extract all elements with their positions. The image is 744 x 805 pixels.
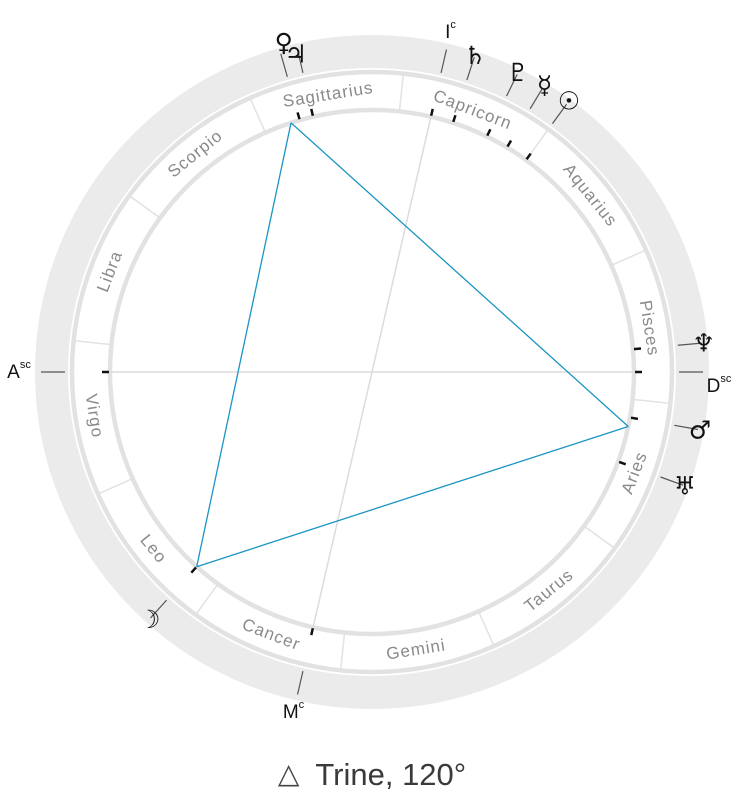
moon-leader (150, 599, 168, 619)
jupiter-tick (296, 112, 301, 120)
aspect-label: Trine, 120° (315, 756, 467, 792)
trine-line (290, 122, 629, 427)
sign-divider (611, 249, 647, 267)
neptune-tick (633, 347, 642, 351)
mercury-leader (529, 87, 543, 110)
asc-label: Asc (7, 359, 31, 383)
venus-icon: ♀ (275, 28, 293, 57)
aspect-caption: △ Trine, 120° (0, 752, 744, 796)
moon-icon: ☽ (138, 605, 160, 634)
dsc-label: Dsc (707, 373, 732, 397)
saturn-tick (452, 114, 457, 123)
ic-label: Ic (445, 19, 456, 43)
jupiter-leader (280, 53, 288, 78)
sun-tick (525, 152, 532, 160)
uranus-tick (618, 460, 627, 466)
uranus-leader (660, 476, 684, 486)
uranus-icon: ♅ (674, 471, 696, 500)
sun-icon: ☉ (558, 86, 580, 115)
planet-markers: ☽ ♅ ♂ ♆ ☉☿ ♇ ♄ ♀♃ (138, 28, 715, 634)
trine-icon: △ (277, 757, 300, 790)
venus-leader (296, 49, 304, 74)
sign-divider (128, 195, 161, 219)
ic-leader (440, 49, 448, 74)
sun-leader (551, 103, 568, 124)
mars-icon: ♂ (689, 415, 711, 444)
venus-tick (310, 108, 315, 117)
sign-divider (339, 632, 346, 671)
neptune-icon: ♆ (693, 328, 715, 357)
pluto-tick (486, 128, 492, 137)
mars-leader (674, 424, 699, 431)
angle-markers: Asc Dsc Mc Ic (7, 19, 732, 723)
sign-divider (477, 611, 495, 647)
neptune-leader (677, 342, 702, 346)
pluto-icon: ♇ (507, 58, 529, 87)
moon-tick (190, 566, 197, 574)
sign-divider (632, 398, 671, 405)
pluto-leader (506, 74, 518, 97)
mercury-tick (506, 139, 513, 148)
sign-label-gemini: Gemini (385, 635, 447, 663)
sign-divider (97, 477, 133, 495)
mc-leader (296, 670, 304, 695)
mars-tick (630, 416, 639, 421)
saturn-leader (466, 57, 475, 81)
trine-line (196, 425, 629, 568)
mc-label: Mc (283, 699, 305, 723)
sign-ring-outer (69, 69, 675, 675)
ic-tick (429, 108, 434, 117)
sign-divider (583, 525, 616, 549)
saturn-icon: ♄ (464, 41, 486, 70)
trine-line (196, 122, 292, 567)
natal-chart-wheel: AriesTaurusGeminiCancerLeoVirgoLibraScor… (7, 19, 732, 723)
sign-label-virgo: Virgo (82, 393, 108, 440)
mc-tick (310, 627, 315, 636)
sign-divider (195, 583, 219, 616)
chart-axes (110, 116, 634, 628)
mc-ic-axis (312, 116, 432, 628)
sign-divider (249, 97, 267, 133)
mercury-icon: ☿ (537, 70, 552, 99)
jupiter-icon: ♃ (284, 40, 306, 69)
aspect-lines (196, 122, 629, 568)
sign-divider (73, 339, 112, 346)
sign-divider (398, 73, 405, 112)
